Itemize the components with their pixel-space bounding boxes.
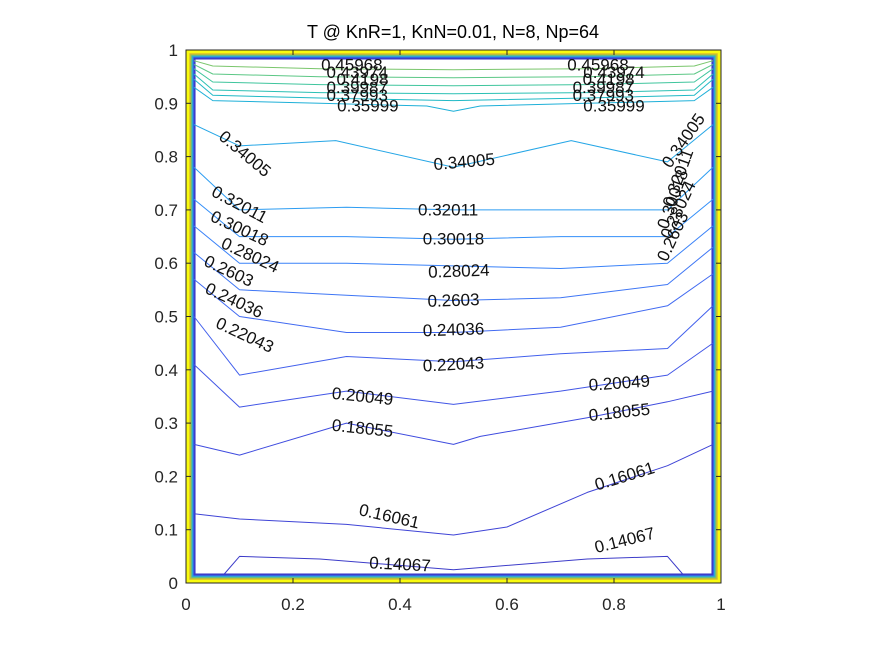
contour-line-1	[193, 443, 714, 536]
plot-area: 0.140670.140670.160610.160610.180550.180…	[185, 49, 722, 584]
y-tick-label-7: 0.7	[154, 201, 178, 220]
contour-line-3	[193, 342, 714, 408]
contour-label-33: 0.4198	[337, 70, 389, 89]
contour-label-12: 0.2603	[427, 290, 480, 311]
contour-line-0	[223, 555, 684, 576]
y-tick-label-8: 0.8	[154, 148, 178, 167]
contour-line-15	[193, 63, 714, 79]
plot-background	[186, 50, 721, 583]
contour-label-7: 0.20049	[588, 372, 651, 395]
y-tick-label-1: 0.1	[154, 521, 178, 540]
contour-label-38: 0.45968	[567, 55, 628, 74]
y-tick-label-3: 0.3	[154, 414, 178, 433]
contour-line-9	[193, 166, 714, 211]
contour-label-28: 0.35999	[583, 96, 644, 115]
contour-label-10: 0.24036	[422, 319, 484, 340]
contour-label-27: 0.35999	[337, 96, 398, 115]
contour-label-30: 0.37993	[573, 86, 634, 105]
contour-line-11	[193, 86, 714, 112]
contour-label-14: 0.28024	[428, 261, 490, 282]
y-tick-label-2: 0.2	[154, 467, 178, 486]
contour-line-8	[193, 198, 714, 240]
contour-label-32: 0.39987	[573, 78, 634, 97]
y-tick-label-5: 0.5	[154, 308, 178, 327]
contour-label-8: 0.22043	[422, 353, 484, 375]
contour-line-5	[193, 273, 714, 333]
x-axis: 0 0.2 0.4 0.6 0.8 1	[181, 50, 726, 614]
y-axis: 0 0.1 0.2 0.3 0.4 0.5 0.6 0.7 0.8 0.9 1	[154, 41, 721, 593]
contour-line-6	[193, 246, 714, 301]
boundary-band-2	[190, 54, 717, 579]
x-tick-label-2: 0.4	[388, 595, 412, 614]
contour-line-13	[193, 73, 714, 95]
contour-label-36: 0.43974	[583, 63, 644, 82]
y-tick-label-0: 0	[169, 574, 178, 593]
y-tick-label-10: 1	[169, 41, 178, 60]
contour-lines	[193, 60, 714, 576]
y-tick-label-9: 0.9	[154, 94, 178, 113]
x-tick-label-1: 0.2	[281, 595, 305, 614]
contour-line-14	[193, 68, 714, 87]
contour-label-37: 0.45968	[321, 55, 382, 74]
contour-line-12	[193, 78, 714, 102]
x-tick-label-0: 0	[181, 595, 190, 614]
x-tick-label-4: 0.8	[602, 595, 626, 614]
boundary-band-4	[192, 56, 715, 577]
x-tick-label-5: 1	[716, 595, 725, 614]
contour-label-18: 0.32011	[418, 200, 478, 219]
contour-label-35: 0.43974	[326, 63, 387, 82]
contour-line-4	[193, 305, 714, 376]
boundary-band-3	[191, 55, 716, 578]
contour-line-16	[193, 60, 714, 71]
x-tick-label-3: 0.6	[495, 595, 519, 614]
contour-line-7	[193, 225, 714, 269]
y-tick-label-4: 0.4	[154, 361, 178, 380]
contour-label-0: 0.14067	[369, 553, 431, 575]
contour-label-16: 0.30018	[423, 230, 484, 249]
contour-label-29: 0.37993	[326, 86, 387, 105]
contour-label-31: 0.39987	[326, 78, 387, 97]
contour-label-34: 0.4198	[583, 70, 635, 89]
contour-line-10	[193, 124, 714, 168]
chart-title: T @ KnR=1, KnN=0.01, N=8, Np=64	[307, 22, 599, 42]
y-tick-label-6: 0.6	[154, 254, 178, 273]
contour-line-2	[193, 390, 714, 456]
